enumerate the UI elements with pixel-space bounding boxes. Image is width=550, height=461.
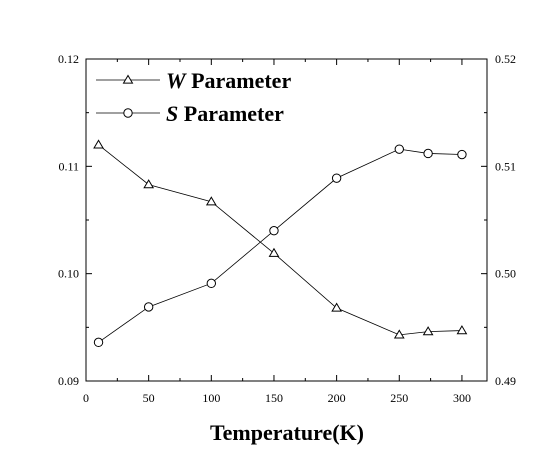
y-tick-label: 0.09 xyxy=(58,374,79,388)
series-s-point xyxy=(269,226,279,236)
series-w-point xyxy=(331,302,342,312)
series-w-line xyxy=(98,144,462,336)
series-s-point xyxy=(394,144,404,154)
series-s-point xyxy=(457,149,467,160)
axis-ticks: 0 50 100 150 200 250 300 0.09 0.10 0.11 0.12 0.49 0.… xyxy=(58,52,516,405)
x-tick-label: 250 xyxy=(390,391,408,405)
series-w-point xyxy=(143,179,155,189)
x-tick-label: 300 xyxy=(453,391,471,405)
legend-s-marker xyxy=(123,108,133,118)
series-s-point xyxy=(423,148,433,159)
series-w-point xyxy=(393,329,405,339)
x-tick-label: 50 xyxy=(143,391,155,405)
series-w-point xyxy=(93,139,104,149)
series-s-line xyxy=(98,148,462,343)
x-axis-title: Temperature(K) xyxy=(210,420,364,445)
legend-w-label: W Parameter xyxy=(166,68,291,93)
series-w-point xyxy=(456,325,468,335)
series-s-point xyxy=(206,278,217,289)
y2-tick-label: 0.52 xyxy=(495,52,516,66)
series-s-point xyxy=(143,302,154,312)
y2-tick-label: 0.51 xyxy=(495,159,516,173)
x-tick-label: 100 xyxy=(202,391,220,405)
y2-tick-label: 0.50 xyxy=(495,267,516,281)
legend-s-label: S Parameter xyxy=(166,101,284,126)
series-w-point xyxy=(422,326,434,336)
y2-tick-label: 0.49 xyxy=(495,374,516,388)
y-tick-label: 0.11 xyxy=(58,159,79,173)
series-w-point xyxy=(268,247,280,257)
x-tick-label: 150 xyxy=(265,391,283,405)
y-tick-label: 0.12 xyxy=(58,52,79,66)
series-s-point xyxy=(331,173,342,183)
legend: W Parameter S Parameter xyxy=(96,68,291,126)
series-s-point xyxy=(93,337,104,348)
x-tick-label: 200 xyxy=(328,391,346,405)
series-w-point xyxy=(205,196,217,206)
legend-w-marker xyxy=(122,74,134,84)
y-tick-label: 0.10 xyxy=(58,267,79,281)
series-layer xyxy=(93,139,468,348)
x-tick-label: 0 xyxy=(83,391,89,405)
